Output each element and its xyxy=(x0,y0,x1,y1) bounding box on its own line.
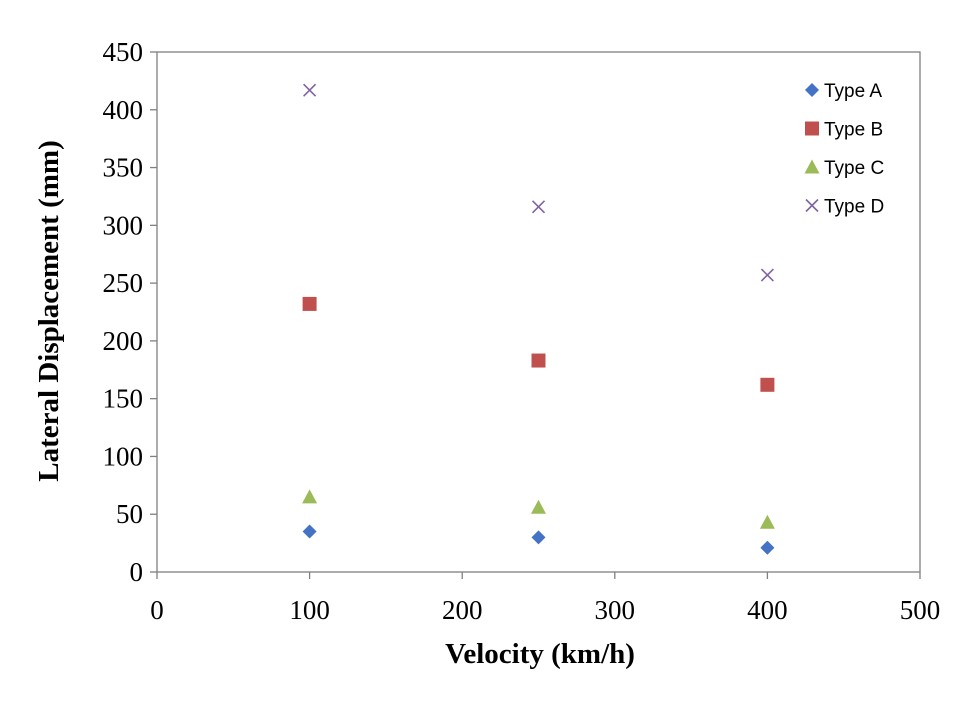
type-b-point xyxy=(302,296,317,311)
y-axis-title: Lateral Displacement (mm) xyxy=(33,140,65,481)
y-tick-label: 450 xyxy=(103,37,144,67)
legend-marker-type-c xyxy=(804,159,820,174)
x-tick-label: 400 xyxy=(747,595,788,625)
legend-label-type-c: Type C xyxy=(824,158,884,179)
y-tick-label: 250 xyxy=(103,268,144,298)
legend: Type A Type B Type C Type D xyxy=(804,81,884,218)
y-axis: 0 50 100 150 200 250 300 350 400 450 xyxy=(103,37,157,587)
x-tick-label: 200 xyxy=(442,595,483,625)
x-tick-label: 0 xyxy=(150,595,164,625)
type-a-point xyxy=(531,530,546,545)
y-tick-label: 400 xyxy=(103,95,144,125)
y-tick-label: 200 xyxy=(103,326,144,356)
type-c-point xyxy=(759,514,775,529)
legend-label-type-d: Type D xyxy=(824,197,884,218)
y-tick-label: 100 xyxy=(103,441,144,471)
x-tick-label: 300 xyxy=(595,595,636,625)
type-b-point xyxy=(531,353,546,368)
x-tick-label: 500 xyxy=(900,595,941,625)
type-a-point xyxy=(302,524,317,539)
legend-label-type-b: Type B xyxy=(824,120,883,141)
data-points xyxy=(302,83,775,555)
type-c-point xyxy=(531,499,546,514)
y-tick-label: 300 xyxy=(103,210,144,240)
legend-label-type-a: Type A xyxy=(824,81,882,102)
legend-marker-type-d xyxy=(805,198,819,213)
y-tick-label: 150 xyxy=(103,384,144,414)
legend-marker-type-a xyxy=(805,83,819,97)
y-tick-label: 350 xyxy=(103,153,144,183)
type-b-point xyxy=(760,377,775,392)
x-tick-label: 100 xyxy=(289,595,330,625)
y-tick-label: 0 xyxy=(130,557,144,587)
type-d-point xyxy=(531,200,546,214)
y-tick-label: 50 xyxy=(116,499,143,529)
type-d-point xyxy=(760,268,774,282)
type-a-point xyxy=(760,540,775,555)
plot-border xyxy=(156,51,921,573)
type-d-point xyxy=(303,83,317,97)
legend-marker-type-b xyxy=(805,121,819,136)
x-axis-title: Velocity (km/h) xyxy=(445,638,635,670)
plot-area xyxy=(156,51,921,573)
type-c-point xyxy=(302,489,318,504)
x-axis: 0 100 200 300 400 500 xyxy=(150,572,940,625)
